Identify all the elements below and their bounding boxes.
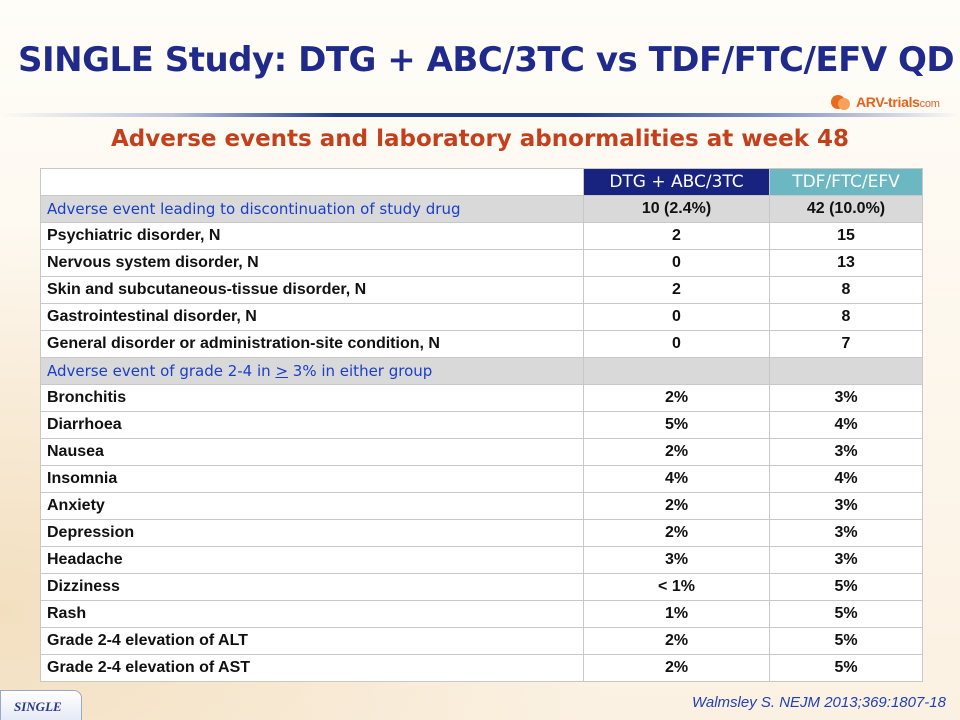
section-value-tdf xyxy=(769,357,923,385)
table-row: Insomnia 4% 4% xyxy=(40,465,923,493)
row-label: Gastrointestinal disorder, N xyxy=(40,303,584,331)
single-study-tab-label: SINGLE xyxy=(14,699,62,714)
section-value-dtg: 10 (2.4%) xyxy=(583,195,770,223)
row-value-dtg: 0 xyxy=(583,303,770,331)
row-value-tdf: 5% xyxy=(769,600,923,628)
section-row-grade-2-4: Adverse event of grade 2-4 in > 3% in ei… xyxy=(40,357,923,385)
section-value-tdf: 42 (10.0%) xyxy=(769,195,923,223)
row-value-dtg: 2 xyxy=(583,276,770,304)
row-value-tdf: 4% xyxy=(769,411,923,439)
table-row: Anxiety 2% 3% xyxy=(40,492,923,520)
row-label: Skin and subcutaneous-tissue disorder, N xyxy=(40,276,584,304)
row-value-dtg: 0 xyxy=(583,249,770,277)
header-tdf-ftc-efv: TDF/FTC/EFV xyxy=(769,168,923,196)
row-label: Dizziness xyxy=(40,573,584,601)
table-row-alt: Grade 2-4 elevation of ALT 2% 5% xyxy=(40,627,923,655)
row-value-dtg: 5% xyxy=(583,411,770,439)
row-value-tdf: 3% xyxy=(769,519,923,547)
row-value-tdf: 8 xyxy=(769,276,923,304)
table-row: Rash 1% 5% xyxy=(40,600,923,628)
row-value-tdf: 3% xyxy=(769,546,923,574)
row-value-tdf: 5% xyxy=(769,654,923,682)
slide-subtitle: Adverse events and laboratory abnormalit… xyxy=(111,126,849,152)
header-dtg-abc-3tc: DTG + ABC/3TC xyxy=(583,168,770,196)
section-row-discontinuation: Adverse event leading to discontinuation… xyxy=(40,195,923,223)
row-value-tdf: 5% xyxy=(769,627,923,655)
table-row: Diarrhoea 5% 4% xyxy=(40,411,923,439)
table-row: Nervous system disorder, N 0 13 xyxy=(40,249,923,277)
table-row: Headache 3% 3% xyxy=(40,546,923,574)
row-label: Headache xyxy=(40,546,584,574)
row-label: Nausea xyxy=(40,438,584,466)
greater-equal-symbol: > xyxy=(275,362,289,380)
table-row: Dizziness < 1% 5% xyxy=(40,573,923,601)
table-header-row: DTG + ABC/3TC TDF/FTC/EFV xyxy=(40,168,923,196)
row-value-tdf: 3% xyxy=(769,438,923,466)
citation-reference: Walmsley S. NEJM 2013;369:1807-18 xyxy=(691,694,946,711)
row-label: General disorder or administration-site … xyxy=(40,330,584,358)
row-value-tdf: 5% xyxy=(769,573,923,601)
table-row: Bronchitis 2% 3% xyxy=(40,384,923,412)
row-label: Diarrhoea xyxy=(40,411,584,439)
row-value-dtg: 2% xyxy=(583,492,770,520)
row-label: Grade 2-4 elevation of AST xyxy=(40,654,584,682)
single-study-tab[interactable]: SINGLE xyxy=(0,690,82,720)
table-row: Depression 2% 3% xyxy=(40,519,923,547)
arv-trials-logo: ARV-trialscom xyxy=(831,92,940,112)
row-label: Rash xyxy=(40,600,584,628)
header-blank-cell xyxy=(40,168,584,196)
title-divider xyxy=(0,113,960,117)
row-value-dtg: 3% xyxy=(583,546,770,574)
row-label: Nervous system disorder, N xyxy=(40,249,584,277)
section-value-dtg xyxy=(583,357,770,385)
logo-mark-icon xyxy=(831,93,853,111)
table-row-ast: Grade 2-4 elevation of AST 2% 5% xyxy=(40,654,923,682)
slide-title: SINGLE Study: DTG + ABC/3TC vs TDF/FTC/E… xyxy=(18,40,955,80)
row-label: Insomnia xyxy=(40,465,584,493)
table-row: Psychiatric disorder, N 2 15 xyxy=(40,222,923,250)
row-value-dtg: 1% xyxy=(583,600,770,628)
row-value-tdf: 3% xyxy=(769,384,923,412)
row-label: Bronchitis xyxy=(40,384,584,412)
row-label: Grade 2-4 elevation of ALT xyxy=(40,627,584,655)
row-value-dtg: 0 xyxy=(583,330,770,358)
row-value-dtg: 4% xyxy=(583,465,770,493)
row-value-tdf: 15 xyxy=(769,222,923,250)
row-value-dtg: 2% xyxy=(583,627,770,655)
table-row: Gastrointestinal disorder, N 0 8 xyxy=(40,303,923,331)
table-row: General disorder or administration-site … xyxy=(40,330,923,358)
row-value-dtg: 2% xyxy=(583,519,770,547)
row-value-tdf: 8 xyxy=(769,303,923,331)
table-row: Skin and subcutaneous-tissue disorder, N… xyxy=(40,276,923,304)
row-value-tdf: 4% xyxy=(769,465,923,493)
row-value-tdf: 3% xyxy=(769,492,923,520)
row-label: Depression xyxy=(40,519,584,547)
row-value-tdf: 13 xyxy=(769,249,923,277)
row-value-dtg: 2% xyxy=(583,438,770,466)
table-row: Nausea 2% 3% xyxy=(40,438,923,466)
row-label: Anxiety xyxy=(40,492,584,520)
row-value-tdf: 7 xyxy=(769,330,923,358)
row-value-dtg: < 1% xyxy=(583,573,770,601)
row-label: Psychiatric disorder, N xyxy=(40,222,584,250)
logo-text: ARV-trialscom xyxy=(856,94,940,110)
adverse-events-table: DTG + ABC/3TC TDF/FTC/EFV Adverse event … xyxy=(40,168,923,682)
row-value-dtg: 2% xyxy=(583,654,770,682)
row-value-dtg: 2% xyxy=(583,384,770,412)
section-label: Adverse event leading to discontinuation… xyxy=(40,195,584,223)
section-label: Adverse event of grade 2-4 in > 3% in ei… xyxy=(40,357,584,385)
row-value-dtg: 2 xyxy=(583,222,770,250)
